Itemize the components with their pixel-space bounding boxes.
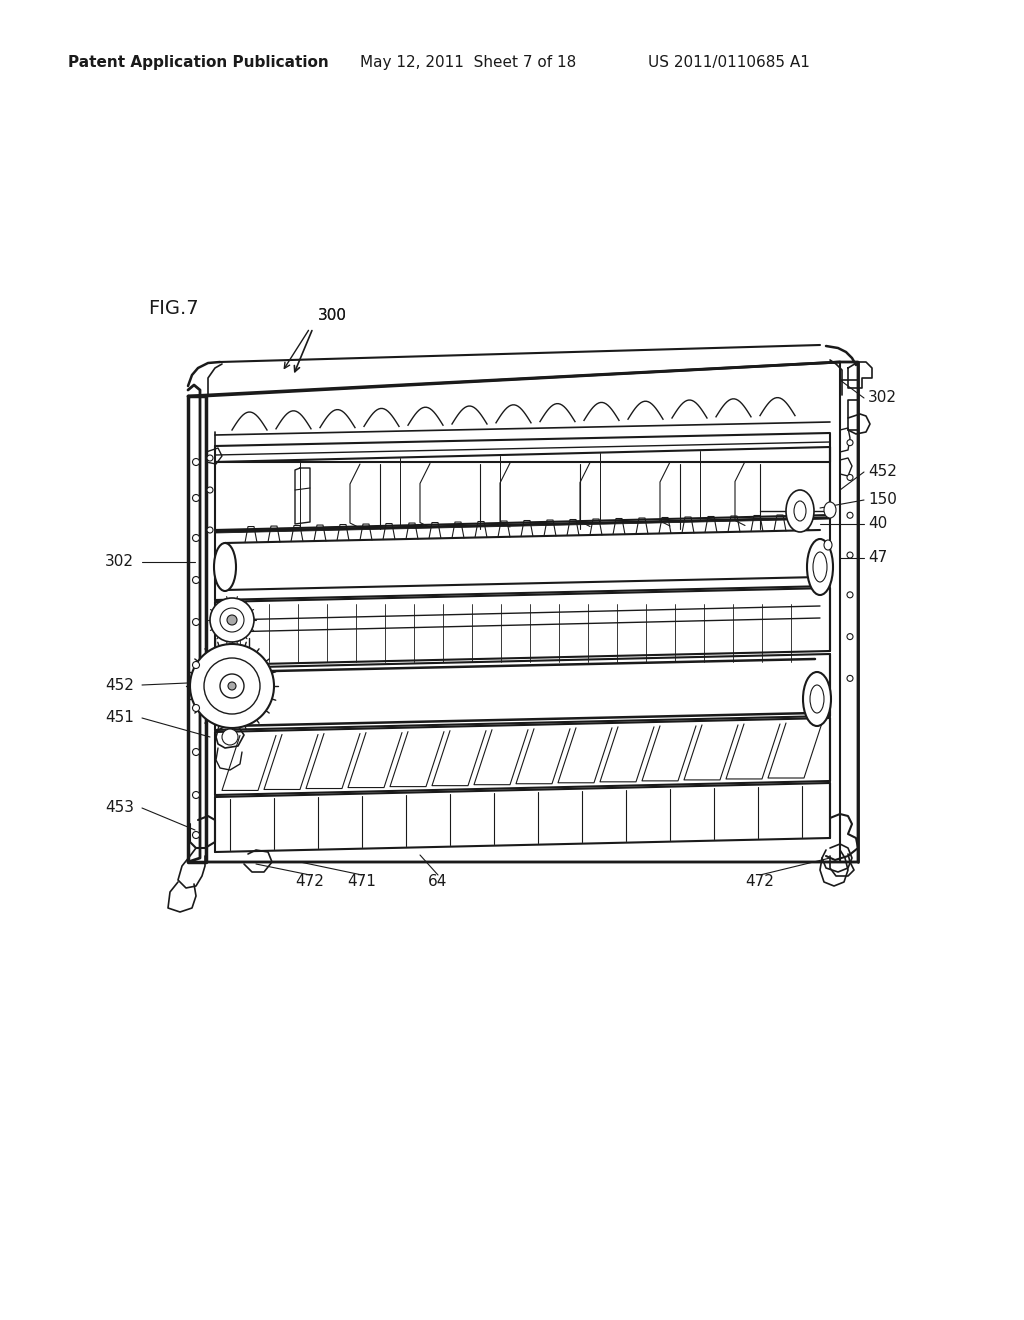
- Circle shape: [222, 729, 238, 744]
- Text: 472: 472: [296, 874, 325, 890]
- Text: Patent Application Publication: Patent Application Publication: [68, 54, 329, 70]
- Circle shape: [204, 657, 260, 714]
- Text: 300: 300: [318, 309, 347, 323]
- Ellipse shape: [786, 490, 814, 532]
- Text: US 2011/0110685 A1: US 2011/0110685 A1: [648, 54, 810, 70]
- Text: 300: 300: [318, 309, 347, 323]
- Ellipse shape: [813, 552, 827, 582]
- Circle shape: [193, 748, 200, 755]
- Circle shape: [220, 609, 244, 632]
- Circle shape: [847, 552, 853, 558]
- Text: 453: 453: [105, 800, 134, 816]
- Circle shape: [193, 458, 200, 466]
- Ellipse shape: [214, 543, 236, 591]
- Circle shape: [193, 705, 200, 711]
- Circle shape: [207, 487, 213, 492]
- Circle shape: [847, 440, 853, 446]
- Ellipse shape: [810, 685, 824, 713]
- Circle shape: [227, 615, 237, 624]
- Ellipse shape: [824, 540, 831, 550]
- Circle shape: [847, 474, 853, 480]
- Text: 64: 64: [428, 874, 447, 890]
- Ellipse shape: [807, 539, 833, 595]
- Text: 451: 451: [105, 710, 134, 726]
- Circle shape: [847, 591, 853, 598]
- Text: 452: 452: [868, 465, 897, 479]
- Text: 302: 302: [868, 391, 897, 405]
- Circle shape: [193, 792, 200, 799]
- Text: FIG.7: FIG.7: [148, 298, 199, 318]
- Text: 47: 47: [868, 550, 887, 565]
- Circle shape: [193, 535, 200, 541]
- Circle shape: [847, 634, 853, 640]
- Circle shape: [210, 598, 254, 642]
- Circle shape: [220, 675, 244, 698]
- Text: 40: 40: [868, 516, 887, 532]
- Circle shape: [228, 682, 236, 690]
- Ellipse shape: [217, 675, 239, 723]
- Text: 302: 302: [105, 554, 134, 569]
- Text: May 12, 2011  Sheet 7 of 18: May 12, 2011 Sheet 7 of 18: [360, 54, 577, 70]
- Circle shape: [193, 832, 200, 838]
- Circle shape: [193, 577, 200, 583]
- Circle shape: [190, 644, 274, 729]
- Text: 150: 150: [868, 492, 897, 507]
- Circle shape: [207, 455, 213, 461]
- Circle shape: [847, 512, 853, 519]
- Text: 452: 452: [105, 677, 134, 693]
- Circle shape: [207, 527, 213, 533]
- Text: 471: 471: [347, 874, 377, 890]
- Circle shape: [847, 676, 853, 681]
- Ellipse shape: [803, 672, 831, 726]
- Ellipse shape: [824, 502, 836, 517]
- Ellipse shape: [794, 502, 806, 521]
- Circle shape: [193, 619, 200, 626]
- Circle shape: [193, 495, 200, 502]
- Circle shape: [193, 661, 200, 668]
- Text: 472: 472: [745, 874, 774, 890]
